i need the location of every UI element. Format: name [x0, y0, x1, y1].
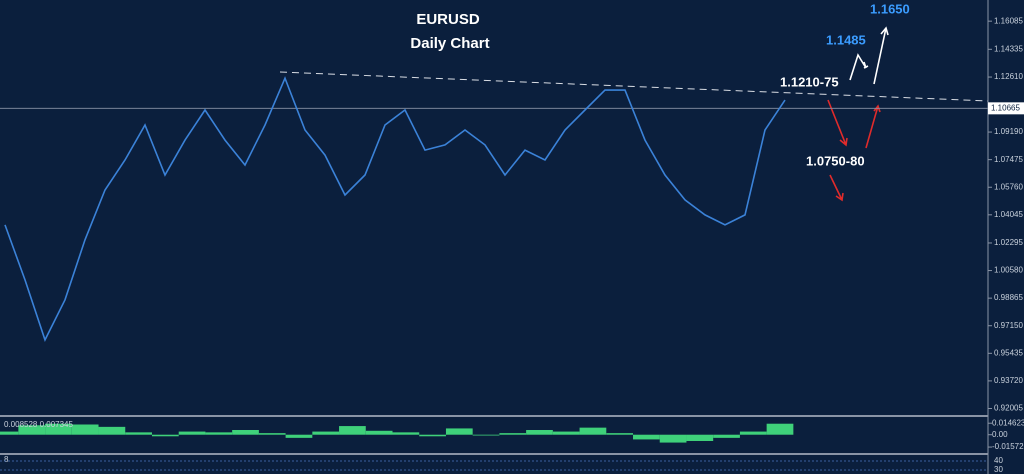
y-tick-label: 1.02295 — [994, 238, 1023, 247]
arrows — [827, 26, 889, 202]
oscillator-tick-label: 40 — [994, 456, 1003, 465]
indicator-bar — [392, 432, 420, 435]
y-tick-label: 1.14335 — [994, 44, 1023, 53]
indicator-bar — [633, 434, 660, 440]
indicator-bar — [232, 430, 259, 435]
arrow — [829, 174, 844, 202]
y-tick-label: 0.97150 — [994, 321, 1023, 330]
indicator-bar — [365, 430, 393, 435]
y-tick-label: 0.98865 — [994, 293, 1023, 302]
annotation: 1.0750-80 — [806, 153, 865, 168]
y-tick-label: 1.09190 — [994, 127, 1023, 136]
indicator-tick-label: 0.00 — [992, 430, 1008, 439]
indicator-bar — [766, 423, 794, 435]
y-tick-label: 0.92005 — [994, 404, 1023, 413]
y-tick-label: 1.07475 — [994, 155, 1023, 164]
indicator-label: 0.008528 0.007345 — [4, 420, 74, 429]
indicator-bar — [151, 434, 179, 437]
indicator-bar — [71, 424, 99, 435]
indicator-bar — [0, 431, 19, 435]
indicator-bar — [739, 431, 767, 435]
indicator-bar — [258, 433, 286, 435]
oscillator-label: 8 — [4, 455, 9, 464]
current-price-box — [988, 102, 1024, 115]
indicator-bar — [178, 431, 206, 435]
chart-subtitle: Daily Chart — [410, 35, 489, 52]
indicator-bar — [339, 426, 366, 435]
indicator-bar — [686, 434, 714, 441]
indicator-bar — [606, 433, 634, 435]
indicator-bar — [713, 434, 740, 438]
indicator-bar — [18, 425, 46, 435]
arrow — [827, 99, 848, 147]
indicator-bar — [205, 432, 233, 435]
indicator-bar — [125, 432, 152, 435]
trendline — [279, 71, 989, 102]
oscillator-tick-label: 30 — [994, 465, 1003, 474]
current-price-label: 1.10665 — [991, 103, 1020, 112]
indicator-bar — [98, 426, 126, 435]
y-tick-label: 1.16085 — [994, 16, 1023, 25]
indicator-tick-label: 0.014623 — [992, 418, 1024, 427]
price-line — [4, 76, 786, 342]
annotation: 1.1650 — [870, 1, 910, 16]
annotation: 1.1485 — [826, 32, 866, 47]
indicator-bar — [445, 428, 473, 435]
indicator-bar — [285, 434, 313, 438]
y-tick-label: 1.00580 — [994, 266, 1023, 275]
indicator-bar — [526, 430, 553, 435]
indicator-bar — [472, 434, 500, 436]
indicator-bar — [312, 431, 340, 435]
indicator-bar — [45, 423, 72, 435]
indicator-bar — [659, 434, 687, 443]
arrow — [873, 26, 889, 85]
indicator-bar — [499, 433, 527, 435]
indicator-bar — [419, 434, 446, 437]
arrow — [849, 53, 869, 81]
y-tick-label: 1.04045 — [994, 210, 1023, 219]
y-tick-label: 1.05760 — [994, 182, 1023, 191]
y-tick-label: 1.12610 — [994, 72, 1023, 81]
y-tick-label: 0.93720 — [994, 376, 1023, 385]
y-tick-label: 0.95435 — [994, 348, 1023, 357]
indicator-bar — [579, 427, 607, 435]
arrow — [865, 104, 881, 149]
annotation: 1.1210-75 — [780, 74, 839, 89]
chart-title: EURUSD — [416, 11, 480, 28]
indicator-bar — [552, 431, 580, 435]
